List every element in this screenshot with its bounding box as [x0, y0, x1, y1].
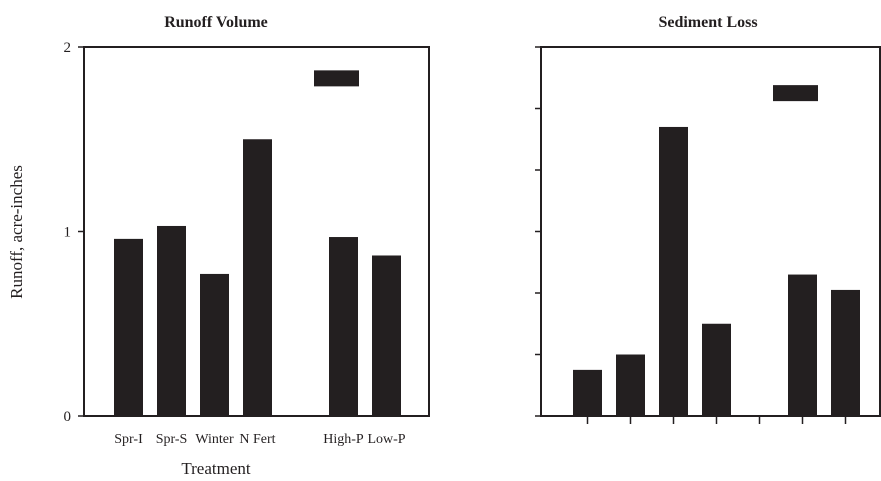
sediment-panel: Sediment Loss — [535, 14, 881, 424]
runoff-bars — [114, 70, 401, 416]
sediment-bar — [831, 289, 860, 416]
runoff-category-label: Winter — [195, 432, 234, 447]
sediment-bar — [573, 369, 602, 416]
runoff-title: Runoff Volume — [164, 14, 268, 31]
runoff-bar — [243, 139, 272, 416]
sediment-title: Sediment Loss — [658, 14, 757, 31]
runoff-x-axis-label: Treatment — [181, 459, 251, 478]
runoff-y-tick-label: 1 — [64, 225, 72, 241]
sediment-marker — [773, 85, 818, 102]
runoff-y-axis-label: Runoff, acre-inches — [7, 165, 26, 299]
runoff-bar — [157, 225, 186, 416]
runoff-bar — [372, 255, 401, 416]
runoff-y-tick-label: 0 — [64, 409, 72, 425]
runoff-category-label: Spr-S — [156, 432, 188, 447]
runoff-category-label: High-P — [323, 432, 364, 447]
runoff-bar — [329, 237, 358, 416]
runoff-category-labels: Spr-I Spr-S Winter N Fert High-P Low-P — [114, 432, 406, 447]
runoff-y-ticks: 0 1 2 — [64, 40, 84, 425]
runoff-category-label: Spr-I — [114, 432, 143, 447]
sediment-y-ticks — [535, 46, 541, 417]
runoff-bar — [114, 238, 143, 416]
runoff-category-label: N Fert — [239, 432, 275, 447]
sediment-bars — [573, 85, 860, 424]
sediment-bar — [788, 274, 817, 416]
runoff-bar — [200, 273, 229, 416]
runoff-y-tick-label: 2 — [64, 40, 72, 56]
runoff-marker — [314, 70, 359, 87]
sediment-bar — [702, 323, 731, 416]
sediment-bar — [616, 354, 645, 416]
sediment-bar — [659, 126, 688, 416]
runoff-panel: Runoff Volume 0 1 2 Spr-I Spr-S Winter N Fert… — [7, 14, 430, 478]
runoff-category-label: Low-P — [367, 432, 405, 447]
